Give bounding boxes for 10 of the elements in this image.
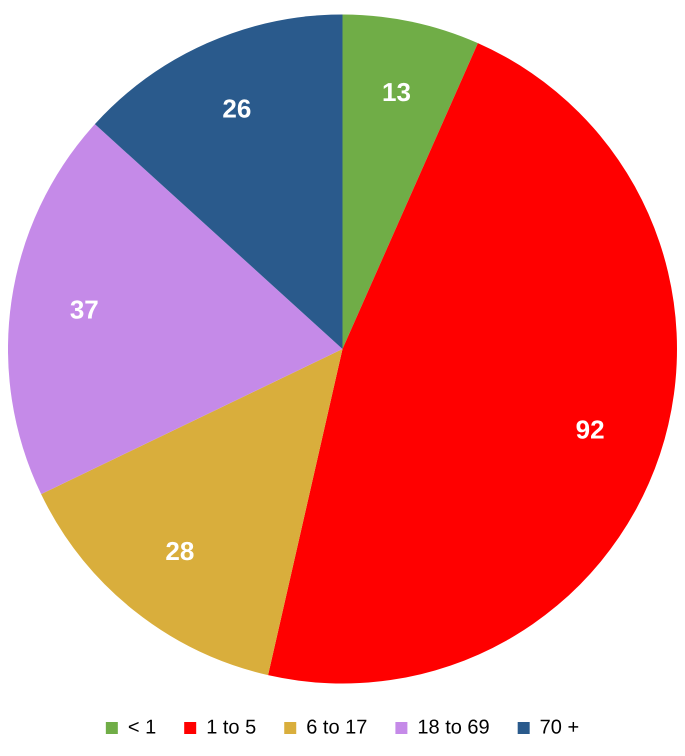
legend-label: < 1 bbox=[128, 716, 156, 739]
legend-label: 6 to 17 bbox=[306, 716, 368, 739]
legend-label: 18 to 69 bbox=[417, 716, 490, 739]
legend-label: 70 + bbox=[540, 716, 580, 739]
data-label: 37 bbox=[70, 294, 99, 325]
data-label: 92 bbox=[576, 414, 605, 444]
legend-label: 1 to 5 bbox=[206, 716, 256, 739]
data-label: 28 bbox=[165, 536, 194, 566]
data-label: 13 bbox=[382, 76, 411, 107]
data-label: 26 bbox=[222, 94, 252, 124]
